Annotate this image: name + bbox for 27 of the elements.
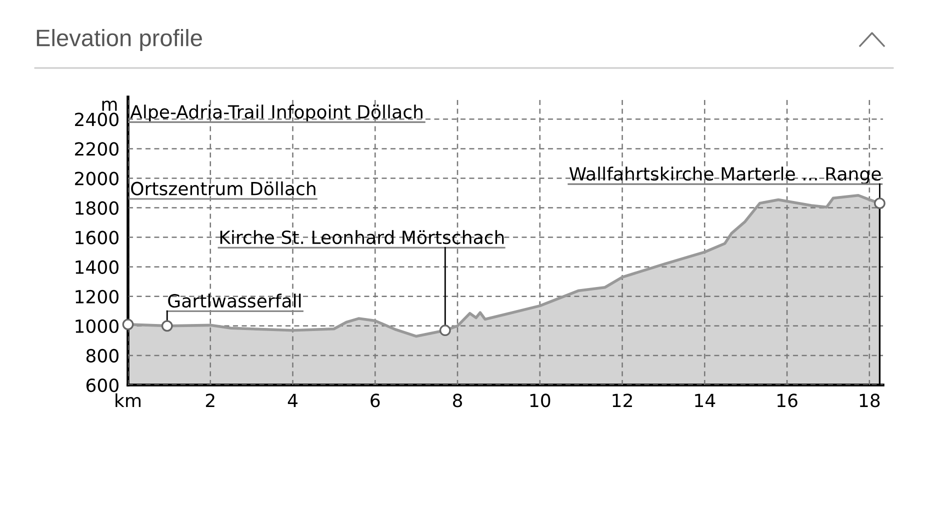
- x-tick-label: 8: [452, 394, 462, 408]
- y-tick-label: 2400: [75, 112, 118, 126]
- chart-title: Elevation profile: [36, 28, 202, 52]
- x-tick-label: km: [116, 393, 140, 408]
- y-tick-label: 2000: [75, 172, 118, 186]
- y-tick-label: 1800: [76, 201, 118, 215]
- x-tick-label: 16: [778, 394, 798, 408]
- x-tick-label: 14: [695, 394, 716, 408]
- x-tick-label: 12: [612, 394, 632, 408]
- y-tick-label: 600: [86, 378, 118, 392]
- y-tick-label: 2200: [75, 142, 118, 156]
- annotation: Alpe-Adria-Trail Infopoint Döllach: [130, 104, 422, 122]
- x-tick-label: 10: [530, 394, 550, 408]
- annotation: Gartlwasserfall: [168, 294, 301, 308]
- y-tick-label: 800: [86, 348, 118, 363]
- annotation: Ortszentrum Döllach: [131, 181, 316, 196]
- y-axis-title: m: [102, 100, 117, 111]
- y-tick-label: 1200: [76, 290, 118, 304]
- y-tick-label: 1400: [76, 260, 118, 274]
- annotation: Wallfahrtskirche Marterle ... Range: [569, 166, 881, 184]
- x-tick-label: 6: [370, 394, 380, 408]
- x-tick-label: 18: [860, 394, 880, 408]
- y-tick-label: 1600: [76, 230, 118, 244]
- x-tick-label: 2: [206, 394, 214, 408]
- y-tick-label: 1000: [76, 319, 118, 334]
- annotation: Kirche St. Leonhard Mörtschach: [220, 230, 504, 244]
- x-tick-label: 4: [288, 394, 298, 408]
